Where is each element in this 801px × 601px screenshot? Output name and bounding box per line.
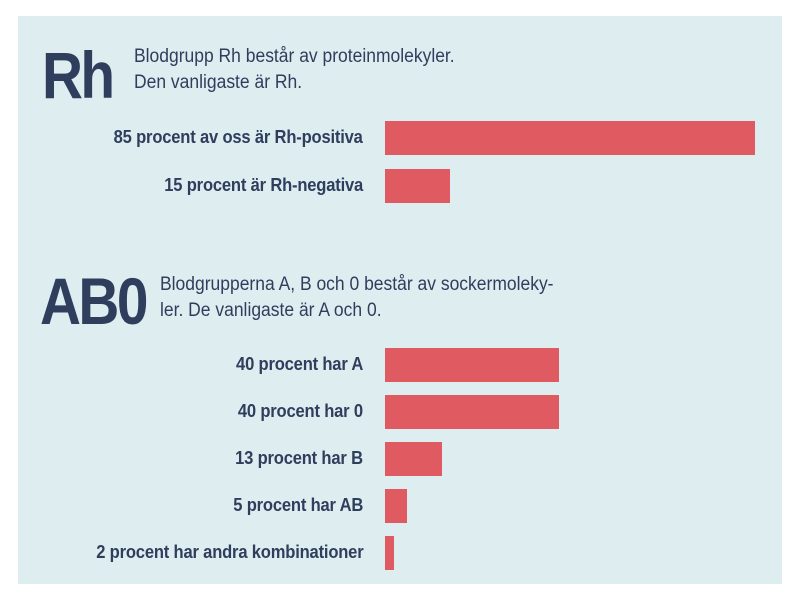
bar-label: 2 procent har andra kombinationer xyxy=(95,542,363,562)
bar xyxy=(385,489,407,523)
bar xyxy=(385,348,560,382)
ab0-description-line-1: Blodgrupperna A, B och 0 består av socke… xyxy=(160,274,554,295)
bar xyxy=(385,169,451,203)
ab0-heading: AB0 xyxy=(40,264,148,338)
ab0-description-line-2: ler. De vanligaste är A och 0. xyxy=(160,300,382,321)
bar xyxy=(385,395,560,429)
bar-label: 5 procent har AB xyxy=(233,495,363,515)
bar xyxy=(385,442,442,476)
rh-description-line-1: Blodgrupp Rh består av proteinmolekyler. xyxy=(134,46,455,67)
bar-label: 40 procent har A xyxy=(235,354,363,374)
bar xyxy=(385,536,394,570)
bar-label: 85 procent av oss är Rh-positiva xyxy=(113,127,363,147)
bar-label: 15 procent är Rh-negativa xyxy=(164,175,363,195)
bar xyxy=(385,121,755,155)
bar-label: 40 procent har 0 xyxy=(238,401,363,421)
rh-description: Blodgrupp Rh består av proteinmolekyler.… xyxy=(134,44,455,96)
ab0-description: Blodgrupperna A, B och 0 består av socke… xyxy=(160,272,554,324)
bar-label: 13 procent har B xyxy=(235,448,363,468)
rh-heading: Rh xyxy=(42,38,115,112)
rh-description-line-2: Den vanligaste är Rh. xyxy=(134,72,303,93)
